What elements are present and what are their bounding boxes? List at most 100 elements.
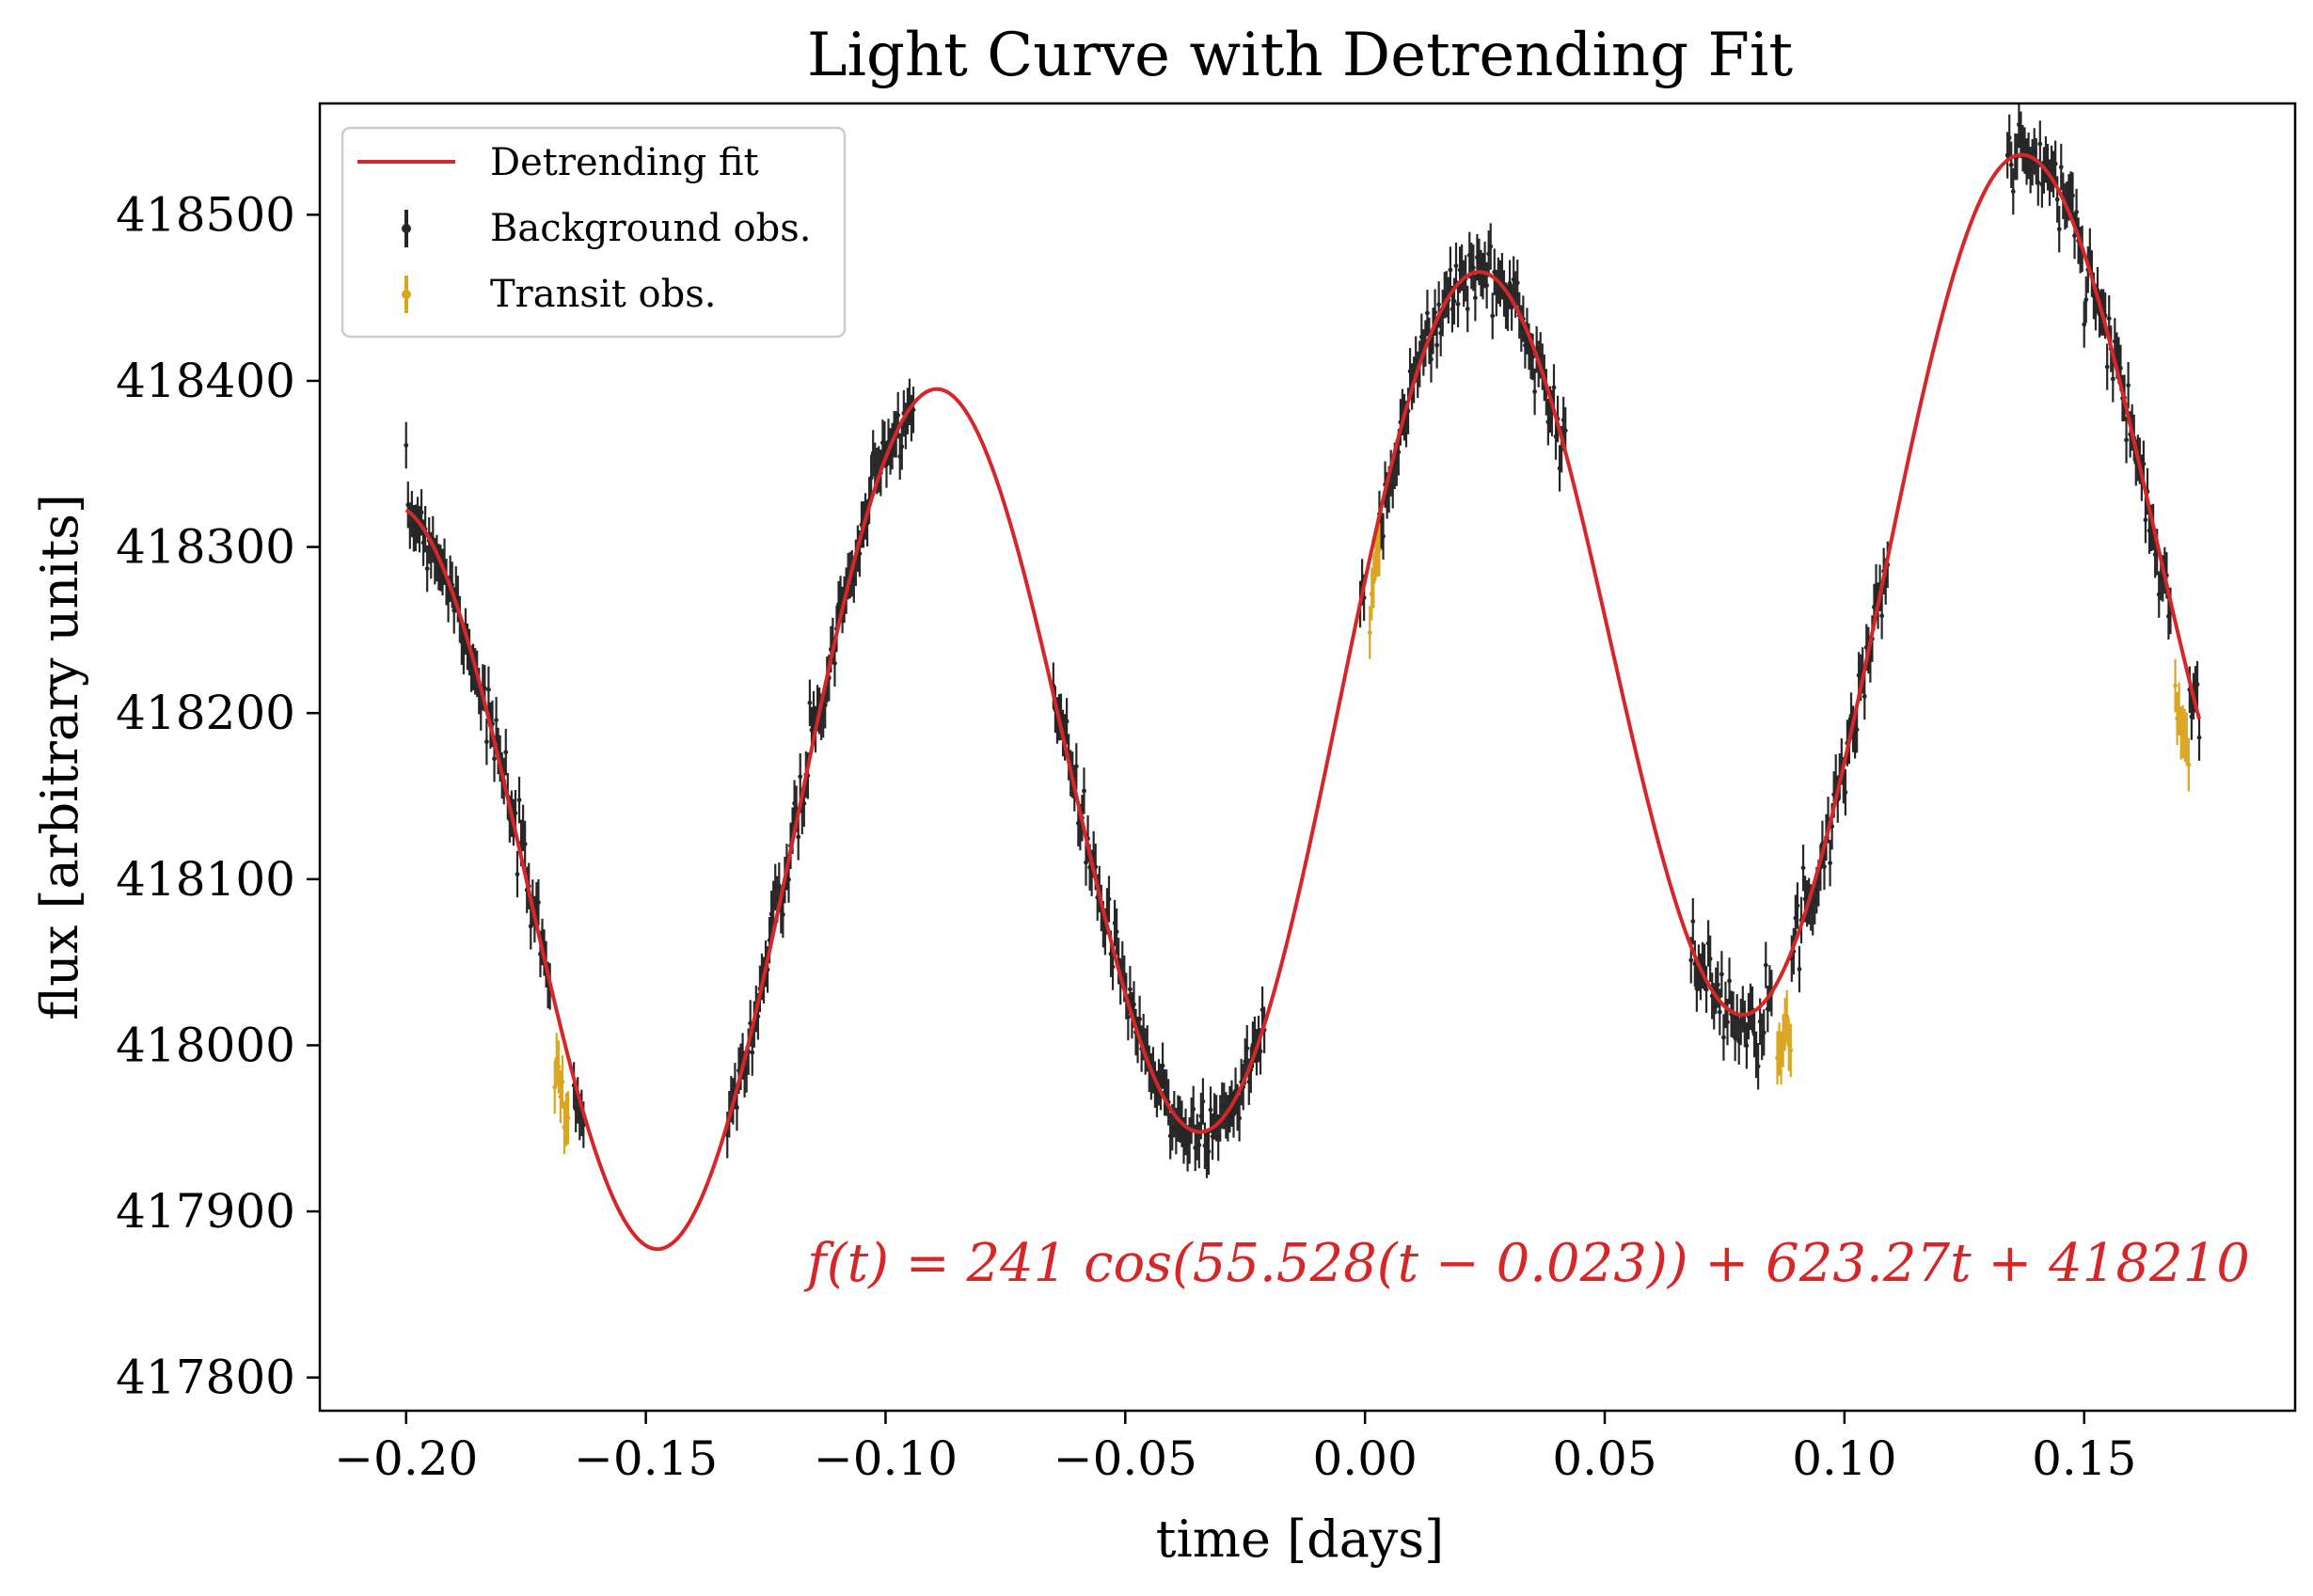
background-obs-point	[1822, 864, 1827, 869]
data-layer	[404, 103, 2202, 1252]
background-obs-point	[1429, 356, 1434, 362]
x-axis-label: time [days]	[1156, 1509, 1444, 1569]
background-obs-point	[2037, 141, 2043, 147]
transit-obs-point	[1377, 547, 1382, 552]
background-obs-point	[1114, 929, 1119, 935]
background-obs-point	[1800, 865, 1806, 871]
background-obs-point	[2054, 197, 2060, 202]
y-tick-label: 418200	[116, 686, 295, 740]
background-obs-point	[1453, 263, 1459, 269]
background-obs-point	[580, 1122, 586, 1128]
background-obs-point	[2104, 364, 2110, 370]
transit-obs-point	[1367, 630, 1372, 635]
background-obs-point	[911, 407, 916, 413]
background-obs-point	[1562, 428, 1568, 434]
y-tick-label: 418000	[116, 1018, 295, 1072]
background-obs-point	[1206, 1148, 1212, 1154]
legend-box	[341, 126, 847, 339]
background-obs-point	[1484, 283, 1490, 288]
background-obs-point	[2006, 135, 2012, 140]
background-obs-point	[780, 911, 785, 917]
background-obs-point	[1761, 1030, 1766, 1035]
background-obs-point	[1530, 355, 1535, 359]
background-obs-point	[1690, 919, 1696, 924]
background-obs-point	[1727, 978, 1732, 984]
transit-obs-point	[1788, 1048, 1794, 1053]
background-obs-point	[2074, 210, 2079, 214]
y-axis-label: flux [arbitrary units]	[30, 494, 89, 1020]
background-obs-point	[1191, 1106, 1196, 1112]
background-obs-point	[832, 660, 837, 666]
background-obs-point	[1106, 896, 1112, 902]
background-obs-point	[1082, 788, 1086, 794]
background-obs-point	[1843, 790, 1848, 795]
transit-obs-point	[2186, 762, 2192, 767]
y-axis: 417800 417900 418000 418100 418200 418300 4184…	[116, 187, 320, 1405]
legend-marker	[402, 224, 411, 233]
background-obs-point	[2008, 162, 2014, 167]
background-obs-point	[1879, 613, 1885, 619]
legend-background-swatch	[402, 210, 411, 247]
background-obs-point	[1064, 719, 1069, 724]
background-obs-point	[494, 718, 499, 723]
x-tick-label: −0.15	[574, 1431, 718, 1486]
x-tick-label: 0.00	[1313, 1431, 1418, 1486]
transit-obs-point	[1784, 1014, 1790, 1019]
background-obs-point	[1721, 1035, 1726, 1040]
x-tick-label: 0.15	[2032, 1431, 2136, 1486]
background-obs-point	[1448, 267, 1453, 273]
background-obs-point	[1200, 1098, 1206, 1104]
transit-obs-point	[560, 1079, 565, 1084]
background-obs-point	[1532, 389, 1538, 394]
background-obs-point	[798, 774, 803, 780]
background-obs-point	[801, 800, 807, 806]
background-obs-point	[1725, 1019, 1730, 1025]
background-obs-point	[1436, 302, 1442, 308]
x-tick-label: −0.10	[814, 1431, 958, 1486]
background-obs-point	[2124, 437, 2129, 443]
background-obs-point	[516, 798, 522, 803]
background-obs-point	[1381, 533, 1386, 539]
background-obs-point	[419, 510, 424, 515]
background-obs-point	[2083, 297, 2089, 303]
background-obs-point	[1244, 1046, 1250, 1051]
background-obs-point	[1861, 694, 1867, 699]
background-obs-point	[1707, 956, 1713, 961]
legend-marker	[402, 290, 411, 299]
background-obs-point	[1208, 1107, 1213, 1113]
background-obs-point	[899, 444, 905, 450]
transit-obs-point	[556, 1065, 562, 1069]
transit-obs-point	[2173, 683, 2178, 688]
background-obs-point	[1137, 1017, 1143, 1021]
background-obs-point	[1488, 244, 1494, 249]
background-obs-point	[1719, 972, 1724, 977]
background-obs-point	[1755, 1064, 1761, 1069]
chart-title: Light Curve with Detrending Fit	[807, 21, 1793, 90]
background-obs-point	[735, 1105, 739, 1111]
background-obs-point	[2143, 517, 2148, 523]
background-obs-point	[822, 703, 828, 708]
background-obs-point	[515, 872, 520, 877]
background-obs-point	[486, 687, 491, 692]
background-obs-point	[2194, 682, 2200, 687]
background-obs-point	[1744, 1043, 1750, 1049]
x-tick-label: −0.20	[334, 1431, 478, 1486]
background-obs-point	[1514, 280, 1520, 286]
background-obs-point	[1160, 1063, 1165, 1068]
x-tick-label: 0.10	[1792, 1431, 1896, 1486]
background-obs-point	[1451, 298, 1457, 304]
transit-obs-point	[565, 1115, 571, 1120]
background-obs-point	[796, 834, 801, 840]
background-obs-point	[2141, 461, 2147, 466]
x-tick-label: −0.05	[1054, 1431, 1197, 1486]
background-obs-point	[1258, 1049, 1263, 1054]
fit-equation-annotation: f(t) = 241 cos(55.528(t − 0.023)) + 623.…	[803, 1233, 2250, 1294]
background-obs-point	[503, 750, 509, 755]
background-obs-point	[1490, 313, 1496, 319]
background-obs-point	[1763, 962, 1768, 968]
x-tick-label: 0.05	[1552, 1431, 1656, 1486]
background-obs-point	[750, 1050, 755, 1055]
background-obs-point	[1509, 305, 1514, 310]
background-obs-point	[1073, 764, 1079, 769]
